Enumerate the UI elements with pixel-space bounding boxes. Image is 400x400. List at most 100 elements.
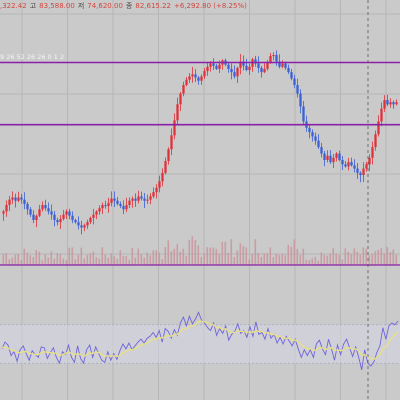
volume-bar [143,257,146,265]
volume-bar [236,250,239,265]
candle-body [293,78,296,85]
volume-bar [371,254,374,265]
candle-body [326,155,329,160]
candle-body [161,172,164,182]
volume-bar [254,239,257,265]
volume-bar [173,248,176,265]
volume-bar [338,255,341,265]
candle-body [191,74,194,77]
candle-body [335,153,338,158]
candle-body [80,225,83,228]
volume-bar [368,255,371,265]
candle-body [83,225,86,228]
candle-body [338,153,341,160]
ohlc-item: 82,615.22 [135,2,171,10]
candle-body [128,200,131,205]
volume-bars [2,236,398,265]
volume-bar [329,253,332,265]
volume-bar [29,255,32,265]
candle-body [68,211,71,216]
volume-bar [140,254,143,265]
candle-body [371,147,374,158]
volume-bar [365,248,368,265]
volume-bar [164,247,167,265]
candle-body [308,127,311,133]
volume-bar [281,253,284,265]
volume-bar [242,246,245,265]
volume-bar [269,247,272,265]
candle-body [266,62,269,69]
candle-body [134,198,137,201]
candle-body [317,140,320,148]
volume-bar [176,243,179,265]
candle-body [164,161,167,173]
candle-body [152,192,155,197]
volume-bar [92,251,95,265]
candle-body [146,199,149,201]
candle-body [137,196,140,201]
volume-bar [353,248,356,265]
rsi-band [0,324,400,364]
volume-bar [56,253,59,265]
volume-bar [161,259,164,265]
volume-bar [8,259,11,265]
volume-bar [266,253,269,265]
volume-bar [263,253,266,265]
candle-body [65,211,68,215]
candle-body [257,63,260,68]
candle-body [218,64,221,69]
candle-body [239,61,242,68]
volume-bar [239,243,242,265]
candle-body [119,203,122,207]
candle-body [377,121,380,135]
candle-body [173,120,176,136]
candle-body [383,100,386,109]
volume-bar [218,253,221,265]
candle-body [260,67,263,73]
volume-bar [131,248,134,265]
candle-body [215,65,218,69]
candle-body [104,205,107,207]
candle-body [341,160,344,165]
volume-bar [11,257,14,265]
ohlc-item: 고 [29,2,37,10]
candle-body [344,164,347,167]
candle-body [29,209,32,215]
volume-bar [14,254,17,265]
candle-body [332,157,335,163]
ohlc-item: 74,620.00 [87,2,123,10]
volume-bar [287,244,290,265]
volume-bar [317,260,320,265]
volume-bar [104,254,107,265]
rsi-line [1,311,399,371]
volume-bar [296,248,299,265]
candle-body [296,85,299,94]
candle-body [353,165,356,169]
volume-bar [302,248,305,265]
volume-bar [308,260,311,265]
volume-bar [197,245,200,265]
ohlc-item: ,322.42 [0,2,27,10]
candle-body [5,205,8,212]
volume-bar [257,253,260,265]
candle-body [323,153,326,160]
candle-body [98,208,101,212]
volume-bar [188,239,191,265]
candle-body [299,93,302,107]
candle-body [362,168,365,175]
candle-body [77,222,80,226]
volume-bar [2,254,5,265]
candle-body [230,68,233,73]
candle-body [113,198,116,201]
candle-body [365,164,368,169]
volume-bar [149,255,152,265]
volume-bar [134,257,137,265]
candle-body [107,202,110,207]
volume-bar [305,259,308,265]
candle-body [125,205,128,210]
ohlc-item: 83,588.00 [39,2,75,10]
candle-body [233,72,236,77]
candle-body [116,200,119,204]
